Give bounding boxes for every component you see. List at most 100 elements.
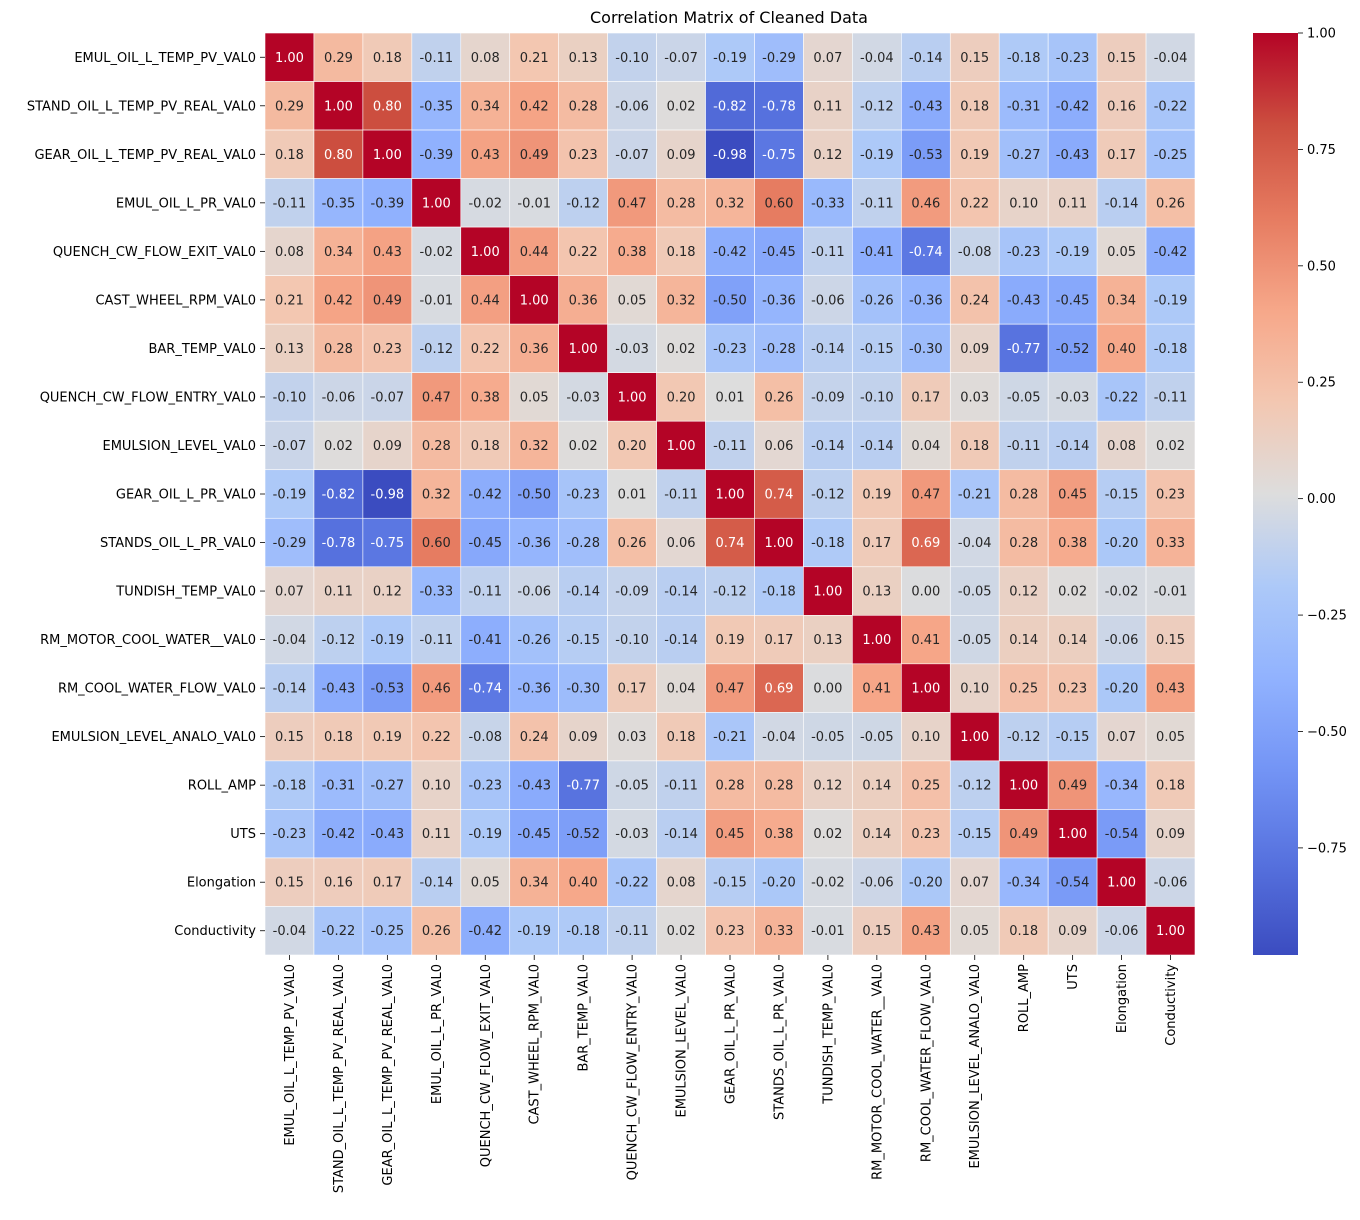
cell-value-label: -0.20 [1105,536,1139,551]
heatmap-cell [1145,809,1196,859]
x-tick-label: RM_MOTOR_COOL_WATER__VAL0 [870,964,885,1180]
heatmap-cell [460,906,511,956]
cell-value-label: 0.00 [911,585,940,600]
cell-value-label: -0.15 [713,876,747,891]
heatmap-cell [1096,323,1147,373]
heatmap-cell [949,275,1000,325]
cell-value-label: -0.01 [419,293,453,308]
cell-value-label: -0.01 [811,924,845,939]
heatmap-cell [509,323,559,373]
cell-value-label: -0.12 [958,779,992,794]
cell-value-label: -0.42 [468,488,502,503]
x-tick-label: Conductivity [1164,964,1179,1046]
heatmap-cell [362,857,413,907]
cell-value-label: 0.32 [422,488,451,503]
heatmap-cell [705,906,755,956]
cell-value-label: -0.42 [322,827,356,842]
cell-value-label: -0.41 [860,245,894,260]
cell-value-label: -0.07 [371,390,405,405]
heatmap-cell [558,178,608,228]
heatmap-cell [1145,323,1196,373]
cell-value-label: 0.47 [911,488,940,503]
cell-value-label: 0.46 [422,682,451,697]
cell-value-label: -0.30 [909,342,943,357]
heatmap-cell [803,323,853,373]
heatmap-cell [852,469,902,519]
heatmap-cell [1047,760,1098,810]
y-tick-label: CAST_WHEEL_RPM_VAL0 [95,293,256,308]
heatmap-cell [1047,615,1098,665]
heatmap-cell [509,517,559,568]
heatmap-cell [705,420,755,471]
heatmap-cell [803,32,853,82]
heatmap-cell [313,712,364,762]
heatmap-cell [264,226,315,276]
heatmap-cell [411,275,462,325]
cell-value-label: 0.07 [1107,730,1136,745]
heatmap-cell [558,275,608,325]
y-tick-label: QUENCH_CW_FLOW_EXIT_VAL0 [53,245,256,260]
cell-value-label: 0.13 [275,342,304,357]
cell-value-label: 0.10 [960,682,989,697]
cell-value-label: -0.12 [419,342,453,357]
cell-value-label: -0.53 [371,682,405,697]
cell-value-label: -0.12 [322,633,356,648]
cell-value-label: -0.19 [517,924,551,939]
heatmap-cell [656,129,706,179]
heatmap-cell [264,32,315,82]
cell-value-label: 0.43 [471,148,500,163]
heatmap-cell [607,81,657,131]
heatmap-cell [901,420,951,471]
cell-value-label: 0.18 [275,148,304,163]
cell-value-label: -0.11 [468,585,502,600]
cell-value-label: -0.19 [1056,245,1090,260]
cell-value-label: 0.15 [275,876,304,891]
cell-value-label: 0.14 [862,779,891,794]
x-tick-label: EMUL_OIL_L_PR_VAL0 [430,964,445,1104]
cell-value-label: -0.14 [419,876,453,891]
cell-value-label: 0.26 [1156,196,1185,211]
cell-value-label: 0.45 [1058,488,1087,503]
heatmap-cell [705,663,755,713]
cell-value-label: -0.50 [713,293,747,308]
cell-value-label: -0.12 [860,99,894,114]
heatmap-cell [509,469,559,519]
cell-value-label: -0.03 [1056,390,1090,405]
heatmap-cell [313,809,364,859]
heatmap-cell [705,469,755,519]
heatmap-cell [998,809,1049,859]
cell-value-label: -0.14 [811,439,845,454]
cell-value-label: 0.23 [1156,488,1185,503]
x-tick-labels: EMUL_OIL_L_TEMP_PV_VAL0 STAND_OIL_L_TEMP_… [283,955,1179,1193]
cell-value-label: 0.22 [471,342,500,357]
heatmap-cell [754,129,804,179]
cell-value-label: -0.05 [615,779,649,794]
heatmap-cell [411,178,462,228]
heatmap-cell [607,129,657,179]
cell-value-label: -0.45 [1056,293,1090,308]
heatmap-cell [1096,32,1147,82]
cell-value-label: -0.21 [713,730,747,745]
heatmap-cell [1047,275,1098,325]
heatmap-cell [754,857,804,907]
heatmap-cell [411,615,462,665]
cell-value-label: 0.36 [520,342,549,357]
cell-value-label: 0.18 [667,730,696,745]
cell-value-label: -0.45 [517,827,551,842]
cell-value-label: 0.15 [1107,51,1136,66]
heatmap-cell [509,809,559,859]
x-tick-label: RM_COOL_WATER_FLOW_VAL0 [919,964,934,1162]
cell-value-label: 1.00 [1058,827,1087,842]
heatmap-cell [362,517,413,568]
heatmap-cell [852,372,902,422]
heatmap-cell [509,712,559,762]
heatmap-cell [949,420,1000,471]
y-tick-label: GEAR_OIL_L_TEMP_PV_REAL_VAL0 [34,148,256,163]
x-tick-label: TUNDISH_TEMP_VAL0 [821,964,836,1105]
heatmap-cell [901,372,951,422]
cell-value-label: -0.31 [322,779,356,794]
heatmap-cell [362,420,413,471]
cell-value-label: -0.18 [1007,51,1041,66]
cell-value-label: 0.80 [373,99,402,114]
cell-value-label: -0.14 [664,585,698,600]
